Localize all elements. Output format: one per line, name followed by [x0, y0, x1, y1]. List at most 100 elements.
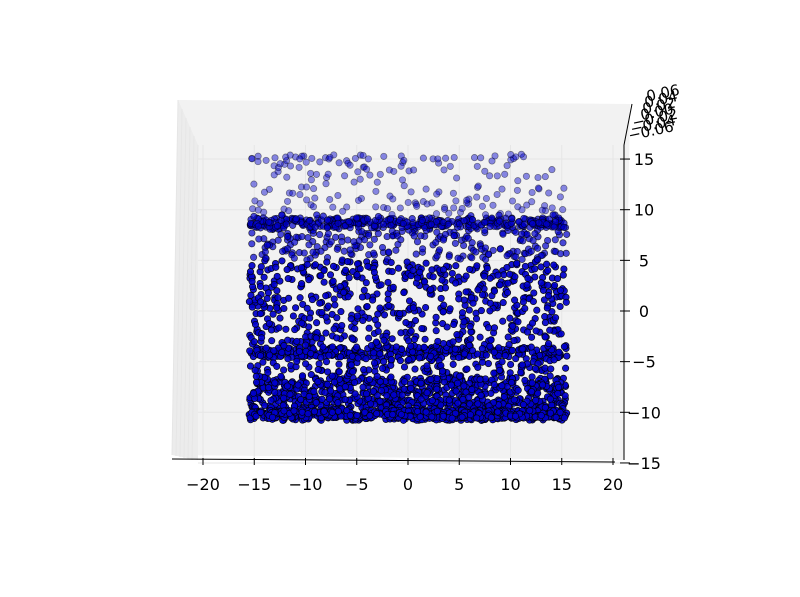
data-point [353, 214, 361, 222]
data-point [248, 303, 256, 311]
data-point [333, 245, 341, 253]
data-point [415, 354, 423, 362]
data-point [499, 230, 507, 238]
data-point [507, 360, 515, 369]
data-point [561, 392, 569, 400]
data-point [433, 252, 441, 260]
data-point [270, 280, 278, 289]
data-point [478, 202, 486, 210]
data-point [285, 294, 293, 302]
data-point [531, 365, 539, 373]
data-point [267, 396, 275, 405]
data-point [273, 287, 281, 295]
data-point [257, 408, 265, 416]
data-point [417, 379, 425, 387]
data-point [507, 156, 515, 164]
data-point [512, 253, 520, 261]
data-point [366, 412, 374, 420]
data-point [527, 343, 535, 351]
data-point [537, 263, 545, 271]
data-point [249, 205, 257, 213]
data-point [474, 286, 482, 294]
data-point [519, 237, 527, 245]
data-point [260, 273, 268, 281]
data-point [429, 273, 437, 281]
data-point [388, 210, 396, 219]
data-point [310, 387, 318, 395]
data-point [248, 277, 256, 286]
data-point [385, 248, 393, 256]
data-point [330, 151, 338, 159]
data-point [478, 358, 486, 366]
data-point [245, 298, 253, 306]
data-point [466, 323, 474, 331]
data-point [486, 299, 494, 307]
data-point [257, 298, 265, 306]
data-point [544, 281, 552, 289]
data-point [494, 271, 502, 279]
data-point [254, 158, 262, 166]
data-point [374, 327, 382, 335]
data-point [387, 356, 395, 364]
data-point [311, 194, 319, 202]
data-point [256, 352, 265, 360]
data-point [370, 349, 378, 357]
data-point [505, 340, 513, 349]
data-point [316, 158, 324, 166]
data-point [482, 255, 490, 264]
data-point [409, 348, 417, 356]
data-point [359, 316, 367, 325]
data-point [460, 382, 468, 390]
data-point [496, 366, 504, 374]
data-point [522, 172, 530, 180]
data-point [262, 344, 270, 352]
data-point [549, 211, 557, 219]
data-point [407, 327, 415, 335]
data-point [303, 196, 311, 204]
data-point [413, 238, 422, 246]
data-point [448, 414, 456, 422]
data-point [262, 254, 270, 262]
data-point [537, 279, 545, 287]
data-point [553, 275, 562, 283]
data-point [323, 224, 331, 232]
data-point [366, 375, 374, 384]
data-point [254, 152, 262, 160]
data-point [385, 166, 393, 174]
y-tick-label: 10 [634, 201, 654, 220]
data-point [412, 200, 420, 208]
data-point [495, 344, 503, 352]
data-point [551, 236, 559, 244]
data-point [398, 391, 406, 399]
data-point [538, 206, 546, 214]
data-point [482, 351, 490, 359]
data-point [562, 298, 570, 306]
data-point [451, 409, 459, 417]
data-point [344, 236, 352, 244]
data-point [296, 294, 304, 302]
data-point [330, 378, 339, 386]
data-point [260, 208, 268, 216]
data-point [449, 360, 457, 368]
data-point [428, 199, 436, 207]
data-point [515, 218, 523, 226]
data-point [563, 230, 571, 238]
data-point [329, 262, 338, 270]
data-point [385, 302, 393, 310]
data-point [322, 329, 330, 337]
data-point [365, 324, 373, 332]
data-point [501, 352, 509, 360]
data-point [460, 217, 468, 225]
data-point [537, 411, 545, 420]
y-tick-label: 15 [634, 150, 654, 169]
data-point [329, 203, 337, 211]
data-point [514, 386, 522, 394]
data-point [466, 265, 474, 273]
data-point [322, 180, 330, 188]
data-point [539, 286, 547, 294]
data-point [458, 309, 467, 317]
data-point [278, 257, 286, 265]
data-point [376, 350, 384, 358]
data-point [524, 274, 532, 282]
data-point [543, 304, 551, 312]
